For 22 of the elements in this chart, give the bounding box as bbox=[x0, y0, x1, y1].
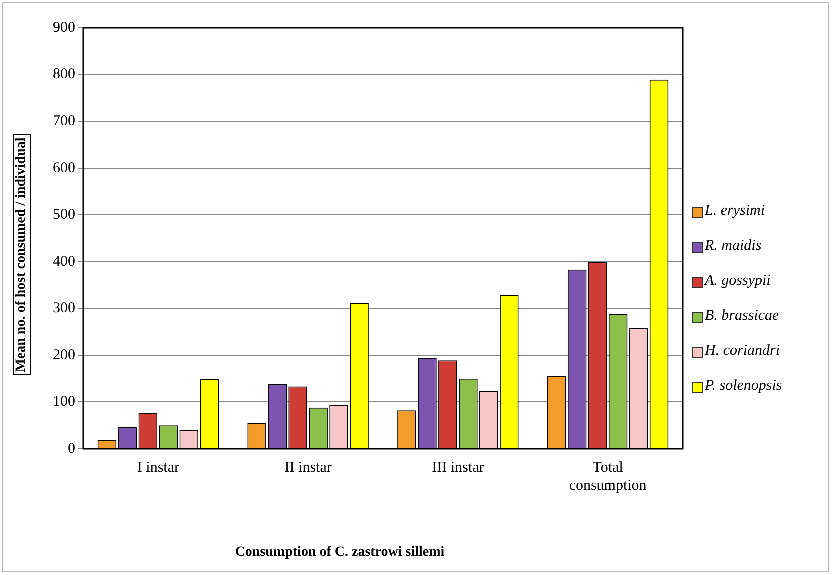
y-tick-label: 500 bbox=[53, 207, 76, 224]
y-tick-label: 400 bbox=[53, 254, 76, 270]
x-tick-label: II instar bbox=[284, 460, 332, 476]
legend-label: R. maidis bbox=[705, 238, 762, 255]
legend-label: H. coriandri bbox=[705, 343, 780, 360]
legend-label: L. erysimi bbox=[705, 203, 765, 220]
legend-label: P. solenopsis bbox=[705, 378, 782, 395]
y-axis-title: Mean no. of host consumed / individual bbox=[13, 134, 31, 376]
legend-label: A. gossypii bbox=[705, 273, 771, 290]
x-tick-label: III instar bbox=[432, 460, 484, 476]
y-tick-label: 800 bbox=[53, 66, 76, 83]
x-tick-label: I instar bbox=[137, 460, 180, 476]
y-tick-label: 200 bbox=[53, 347, 76, 364]
y-tick-label: 900 bbox=[53, 20, 76, 36]
y-tick-label: 0 bbox=[68, 440, 76, 457]
y-tick-label: 300 bbox=[53, 300, 76, 317]
y-tick-label: 100 bbox=[53, 394, 76, 410]
x-tick-label: Total consumption bbox=[569, 460, 648, 494]
y-tick-label: 700 bbox=[53, 113, 76, 130]
y-tick-label: 600 bbox=[53, 160, 76, 176]
x-axis-title: Consumption of C. zastrowi sillemi bbox=[234, 545, 446, 561]
legend-label: B. brassicae bbox=[705, 308, 780, 325]
